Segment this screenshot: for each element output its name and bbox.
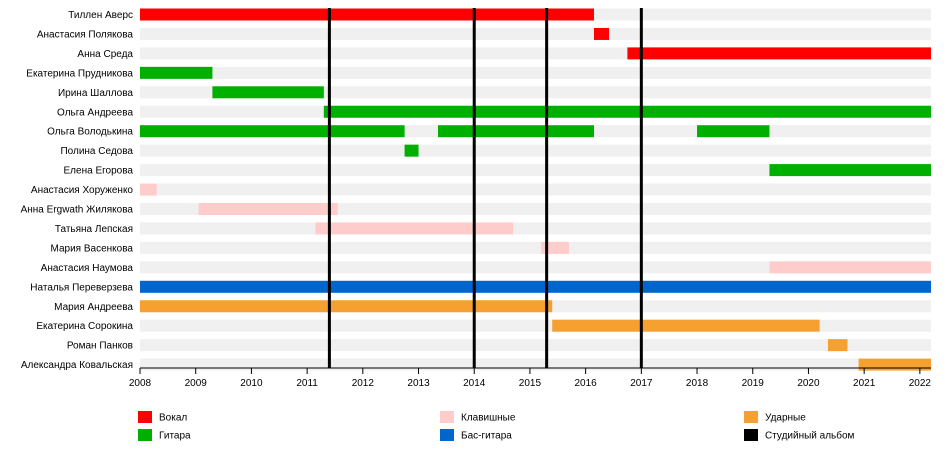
- bar-drums: [552, 319, 820, 332]
- row-background: [140, 66, 931, 79]
- legend-label-bass: Бас-гитара: [461, 431, 512, 442]
- row-background: [140, 358, 931, 371]
- bar-guitar: [212, 86, 324, 99]
- bar-vocal: [140, 8, 594, 21]
- legend-swatch-guitar: [138, 429, 152, 441]
- bar-keys: [315, 222, 514, 235]
- x-tick-label: 2012: [352, 378, 375, 389]
- membership-bars: [140, 8, 931, 371]
- legend-swatch-bass: [440, 429, 454, 441]
- bar-vocal: [593, 27, 610, 40]
- x-tick-label: 2016: [575, 378, 598, 389]
- x-tick-label: 2015: [519, 378, 542, 389]
- member-name: Елена Егорова: [64, 166, 134, 177]
- bar-guitar: [323, 105, 931, 118]
- bar-drums: [827, 339, 848, 352]
- bar-keys: [769, 261, 931, 274]
- legend-label-vocal: Вокал: [159, 413, 187, 424]
- x-tick-label: 2018: [686, 378, 709, 389]
- member-name: Анастасия Полякова: [37, 29, 134, 40]
- row-background: [140, 86, 931, 99]
- legend: Вокал Гитара Клавишные Бас-гитара Ударные Сту…: [138, 411, 855, 442]
- member-name: Татьяна Лепская: [55, 224, 133, 235]
- legend-swatch-drums: [744, 411, 758, 423]
- album-lines: [327, 8, 643, 368]
- member-name: Тиллен Аверс: [68, 10, 133, 21]
- legend-label-drums: Ударные: [765, 413, 806, 424]
- bar-bass: [140, 280, 931, 293]
- member-name: Анна Среда: [77, 49, 133, 60]
- member-name: Екатерина Сорокина: [36, 321, 133, 332]
- member-name: Анастасия Наумова: [41, 263, 134, 274]
- member-name: Мария Андреева: [54, 302, 133, 313]
- row-background: [140, 241, 931, 254]
- bar-guitar: [769, 164, 931, 177]
- legend-swatch-keys: [440, 411, 454, 423]
- legend-label-keys: Клавишные: [461, 413, 516, 424]
- x-tick-label: 2021: [853, 378, 876, 389]
- row-background: [140, 261, 931, 274]
- bar-guitar: [404, 144, 419, 157]
- row-background: [140, 339, 931, 352]
- bar-guitar: [140, 66, 213, 79]
- x-tick-label: 2020: [797, 378, 820, 389]
- legend-swatch-vocal: [138, 411, 152, 423]
- legend-label-guitar: Гитара: [159, 431, 191, 442]
- member-name: Анастасия Хоруженко: [31, 185, 134, 196]
- member-name: Ольга Володькина: [47, 127, 133, 138]
- member-name: Роман Панков: [67, 341, 133, 352]
- row-background: [140, 222, 931, 235]
- member-name: Анна Ergwath Жилякова: [21, 205, 134, 216]
- member-name: Ольга Андреева: [57, 107, 133, 118]
- x-tick-label: 2009: [185, 378, 208, 389]
- member-name: Наталья Переверзева: [30, 282, 133, 293]
- member-name: Екатерина Прудникова: [26, 68, 133, 79]
- bar-guitar: [140, 125, 405, 138]
- x-tick-label: 2019: [742, 378, 765, 389]
- bar-drums: [140, 300, 553, 313]
- bar-guitar: [697, 125, 770, 138]
- x-tick-label: 2008: [129, 378, 152, 389]
- member-names: Тиллен Аверс Анастасия Полякова Анна Среда…: [21, 10, 134, 371]
- row-background: [140, 183, 931, 196]
- x-tick-label: 2010: [240, 378, 263, 389]
- legend-label-album: Студийный альбом: [765, 430, 855, 442]
- x-tick-label: 2017: [630, 378, 653, 389]
- member-name: Мария Васенкова: [51, 243, 134, 254]
- x-tick-label: 2014: [463, 378, 486, 389]
- x-tick-label: 2011: [296, 378, 318, 389]
- member-name: Александра Ковальская: [21, 360, 133, 371]
- row-background: [140, 144, 931, 157]
- member-name: Ирина Шаллова: [58, 88, 133, 99]
- x-tick-label: 2013: [407, 378, 430, 389]
- bar-keys: [198, 203, 338, 215]
- row-backgrounds: [140, 8, 931, 371]
- row-background: [140, 27, 931, 40]
- row-background: [140, 164, 931, 177]
- bar-vocal: [627, 47, 931, 60]
- bar-guitar: [438, 125, 594, 138]
- bar-keys: [140, 183, 157, 196]
- member-name: Полина Седова: [60, 146, 133, 157]
- x-axis: 2008 2009 2010 2011 2012 2013 2014 2015 2016 2017…: [129, 367, 932, 389]
- x-tick-label: 2022: [909, 378, 932, 389]
- legend-swatch-album: [744, 429, 758, 441]
